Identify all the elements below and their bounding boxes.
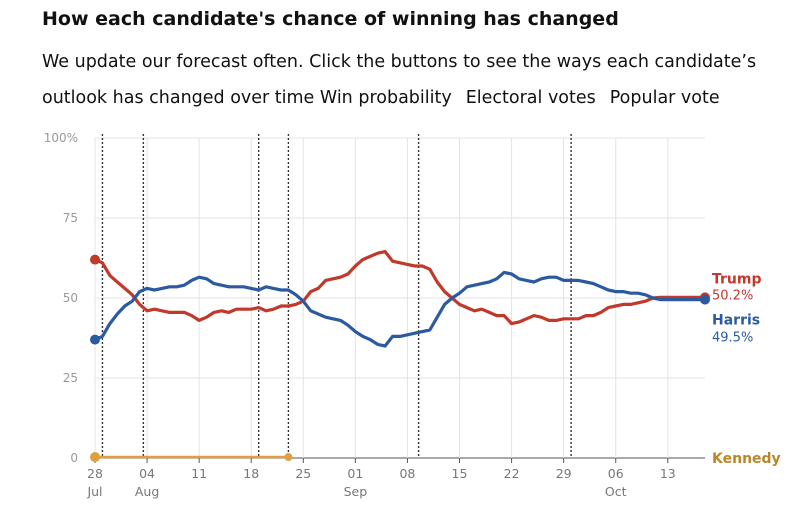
subtitle-text: We update our forecast often. Click the … — [42, 52, 757, 108]
kennedy-label: Kennedy — [712, 451, 781, 467]
trump-start-point — [90, 254, 100, 265]
y-tick-label-75: 75 — [63, 211, 78, 225]
trump-line — [93, 250, 707, 326]
y-tick-label-50: 50 — [63, 291, 78, 305]
x-axis-ticks: 28 Jul 04 Aug 11 18 25 01 Sep 08 15 22 29 06 Oct 13 — [86, 458, 676, 499]
x-tick-label-3: 18 — [243, 466, 259, 481]
x-tick-label-2: 11 — [191, 466, 207, 481]
y-tick-label-25: 25 — [63, 371, 78, 385]
win-probability-button[interactable]: Win probability — [319, 88, 452, 108]
series-lines — [90, 250, 710, 463]
x-tick-label-1: 04 — [139, 466, 155, 481]
x-tick-label-0: 28 — [87, 466, 103, 481]
x-tick-label-10: 06 — [608, 466, 624, 481]
y-tick-label-100: 100% — [44, 131, 78, 145]
x-tick-label-6: 08 — [399, 466, 415, 481]
x-tick-month-10: Oct — [605, 484, 627, 499]
x-tick-label-5: 01 — [347, 466, 363, 481]
grid — [94, 137, 705, 459]
x-tick-label-4: 25 — [295, 466, 311, 481]
x-tick-month-0: Jul — [86, 484, 102, 499]
trump-label: Trump — [712, 271, 762, 287]
harris-value-label: 49.5% — [712, 331, 753, 346]
harris-start-point — [90, 334, 100, 345]
popular-vote-button[interactable]: Popular vote — [609, 88, 720, 108]
harris-line — [93, 270, 707, 348]
kennedy-start-point — [90, 452, 100, 463]
chart-subtitle: We update our forecast often. Click the … — [42, 44, 782, 116]
event-lines — [101, 134, 572, 458]
chart-title: How each candidate's chance of winning h… — [42, 8, 619, 30]
x-tick-label-7: 15 — [452, 466, 468, 481]
x-tick-month-1: Aug — [135, 484, 159, 499]
kennedy-end-point — [284, 453, 293, 462]
x-tick-label-11: 13 — [660, 466, 676, 481]
harris-label: Harris — [712, 313, 760, 329]
x-tick-month-5: Sep — [344, 484, 368, 499]
y-axis-ticks: 0 25 50 75 100% — [44, 131, 78, 465]
harris-end-point — [700, 294, 710, 305]
y-tick-label-0: 0 — [70, 451, 78, 465]
electoral-votes-button[interactable]: Electoral votes — [465, 88, 596, 108]
x-tick-label-9: 29 — [556, 466, 572, 481]
trump-value-label: 50.2% — [712, 288, 753, 303]
x-tick-label-8: 22 — [504, 466, 520, 481]
